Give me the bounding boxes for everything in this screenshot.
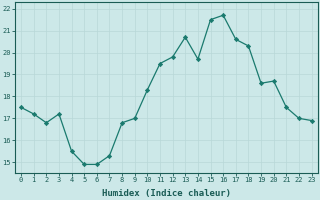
X-axis label: Humidex (Indice chaleur): Humidex (Indice chaleur) (102, 189, 231, 198)
